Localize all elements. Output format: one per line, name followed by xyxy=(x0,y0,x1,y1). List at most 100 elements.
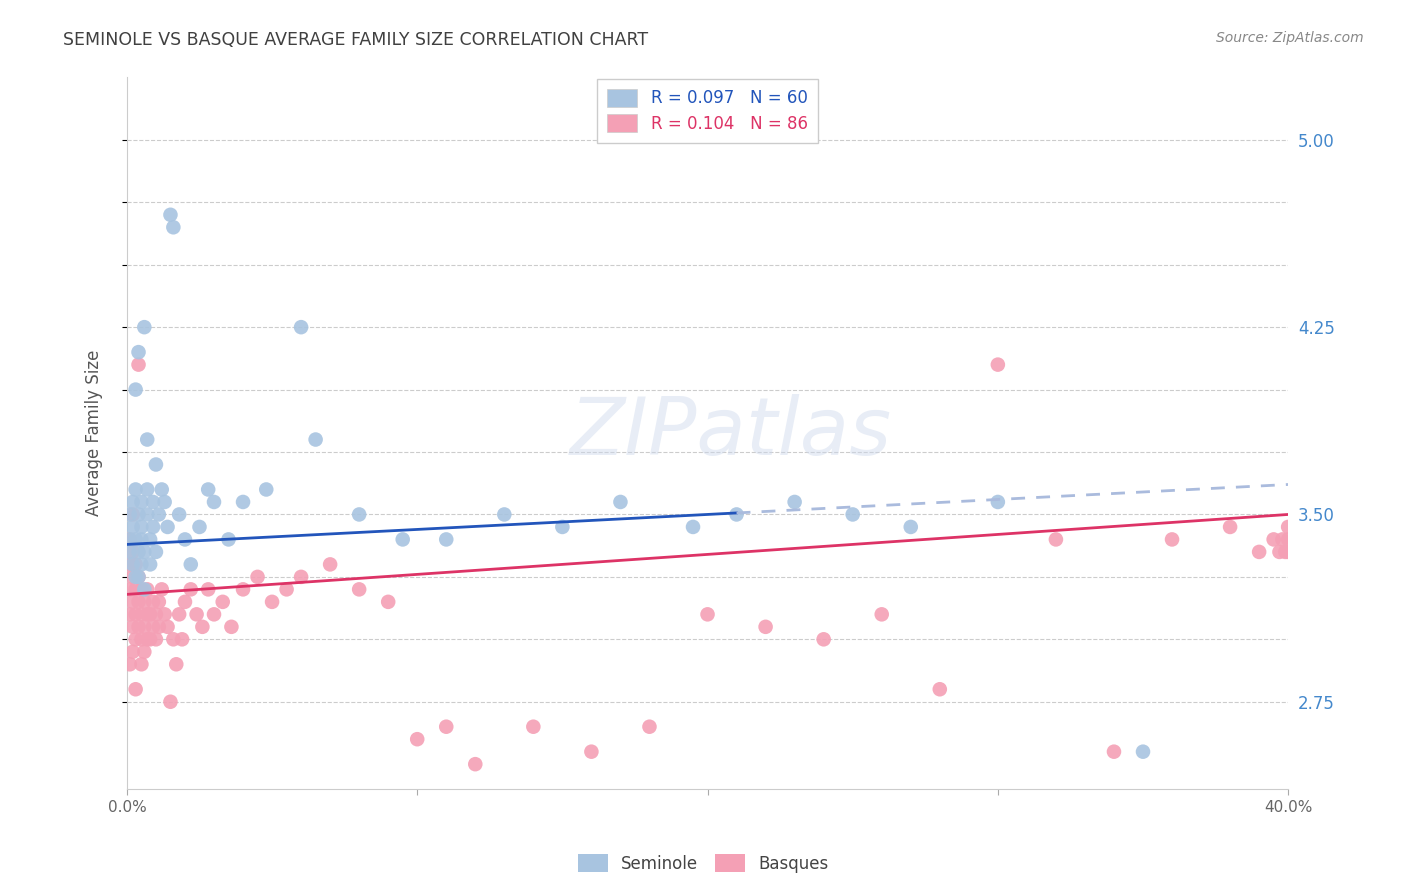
Point xyxy=(1161,533,1184,547)
Point xyxy=(1045,533,1067,547)
Point xyxy=(121,620,143,634)
Point xyxy=(174,533,197,547)
Point xyxy=(987,495,1010,509)
Point xyxy=(218,533,240,547)
Point xyxy=(134,645,156,659)
Point xyxy=(581,745,603,759)
Point xyxy=(153,495,176,509)
Point xyxy=(167,607,190,622)
Point xyxy=(162,220,184,235)
Point xyxy=(121,645,143,659)
Point xyxy=(609,495,631,509)
Point xyxy=(128,620,150,634)
Point xyxy=(121,508,143,522)
Point xyxy=(124,383,146,397)
Point xyxy=(124,682,146,697)
Point xyxy=(136,433,159,447)
Point xyxy=(124,582,146,597)
Point xyxy=(118,533,141,547)
Point xyxy=(142,595,165,609)
Point xyxy=(136,508,159,522)
Point xyxy=(1271,533,1294,547)
Point xyxy=(131,520,153,534)
Point xyxy=(347,582,370,597)
Point xyxy=(121,570,143,584)
Point xyxy=(150,582,173,597)
Point xyxy=(900,520,922,534)
Point xyxy=(145,458,167,472)
Point xyxy=(136,607,159,622)
Point xyxy=(131,533,153,547)
Point xyxy=(124,570,146,584)
Text: Source: ZipAtlas.com: Source: ZipAtlas.com xyxy=(1216,31,1364,45)
Point xyxy=(134,320,156,334)
Point xyxy=(464,757,486,772)
Point xyxy=(118,508,141,522)
Point xyxy=(159,695,181,709)
Point xyxy=(131,558,153,572)
Point xyxy=(139,607,162,622)
Point xyxy=(1263,533,1285,547)
Point xyxy=(156,620,179,634)
Point xyxy=(145,607,167,622)
Point xyxy=(165,657,187,672)
Point xyxy=(813,632,835,647)
Point xyxy=(118,533,141,547)
Point xyxy=(391,533,413,547)
Point xyxy=(134,620,156,634)
Point xyxy=(377,595,399,609)
Point xyxy=(153,607,176,622)
Point xyxy=(148,508,170,522)
Point xyxy=(232,582,254,597)
Point xyxy=(522,720,544,734)
Y-axis label: Average Family Size: Average Family Size xyxy=(86,350,103,516)
Point xyxy=(1277,520,1299,534)
Point xyxy=(202,495,225,509)
Point xyxy=(186,607,208,622)
Text: SEMINOLE VS BASQUE AVERAGE FAMILY SIZE CORRELATION CHART: SEMINOLE VS BASQUE AVERAGE FAMILY SIZE C… xyxy=(63,31,648,49)
Point xyxy=(304,433,326,447)
Point xyxy=(221,620,243,634)
Point xyxy=(124,483,146,497)
Point xyxy=(121,558,143,572)
Legend: R = 0.097   N = 60, R = 0.104   N = 86: R = 0.097 N = 60, R = 0.104 N = 86 xyxy=(598,78,818,143)
Point xyxy=(118,607,141,622)
Point xyxy=(124,607,146,622)
Point xyxy=(1274,545,1296,559)
Point xyxy=(170,632,193,647)
Point xyxy=(1102,745,1125,759)
Legend: Seminole, Basques: Seminole, Basques xyxy=(571,847,835,880)
Point xyxy=(202,607,225,622)
Point xyxy=(551,520,574,534)
Point xyxy=(131,495,153,509)
Point xyxy=(134,545,156,559)
Point xyxy=(148,620,170,634)
Point xyxy=(118,657,141,672)
Point xyxy=(494,508,516,522)
Point xyxy=(145,632,167,647)
Point xyxy=(128,545,150,559)
Point xyxy=(928,682,950,697)
Point xyxy=(725,508,748,522)
Point xyxy=(148,595,170,609)
Point xyxy=(128,570,150,584)
Point xyxy=(638,720,661,734)
Point xyxy=(290,570,312,584)
Point xyxy=(136,483,159,497)
Point xyxy=(406,732,429,747)
Point xyxy=(121,545,143,559)
Point xyxy=(121,520,143,534)
Point xyxy=(262,595,284,609)
Point xyxy=(124,533,146,547)
Point xyxy=(136,582,159,597)
Point xyxy=(121,595,143,609)
Point xyxy=(162,632,184,647)
Point xyxy=(156,520,179,534)
Point xyxy=(197,582,219,597)
Point xyxy=(1132,745,1154,759)
Point xyxy=(1219,520,1241,534)
Point xyxy=(987,358,1010,372)
Point xyxy=(1277,545,1299,559)
Point xyxy=(128,358,150,372)
Point xyxy=(290,320,312,334)
